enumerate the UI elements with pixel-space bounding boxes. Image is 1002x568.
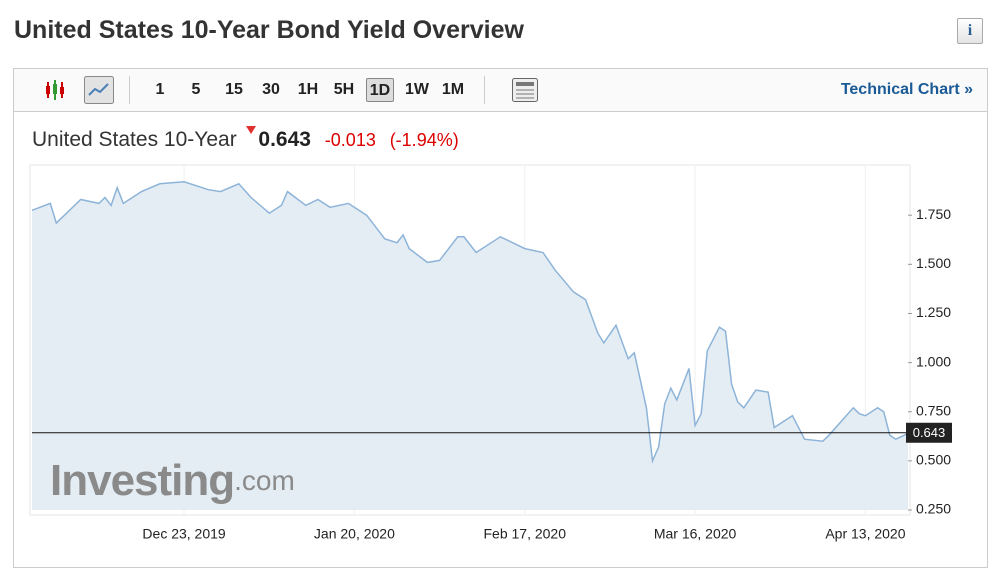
- page-title: United States 10-Year Bond Yield Overvie…: [14, 16, 524, 44]
- price: 0.643: [258, 128, 311, 151]
- change: -0.013: [324, 130, 376, 150]
- separator: [129, 76, 130, 104]
- interval-button[interactable]: 30: [262, 81, 280, 98]
- change-percent: (-1.94%): [389, 130, 459, 150]
- separator: [484, 76, 485, 104]
- candlestick-button[interactable]: [42, 76, 70, 104]
- interval-button[interactable]: 1H: [297, 81, 319, 98]
- line-chart-button[interactable]: [84, 76, 114, 104]
- interval-button[interactable]: 5: [191, 81, 201, 98]
- layout-button[interactable]: [510, 76, 540, 104]
- interval-button[interactable]: 1W: [405, 81, 429, 98]
- technical-chart-link[interactable]: Technical Chart »: [840, 81, 973, 98]
- info-button[interactable]: i: [957, 18, 983, 44]
- interval-button[interactable]: 1M: [441, 81, 465, 98]
- interval-button[interactable]: 5H: [333, 81, 355, 98]
- down-arrow: [245, 126, 256, 134]
- interval-button[interactable]: 15: [225, 81, 243, 98]
- quote: United States 10-Year 0.643 -0.013 (-1.9…: [32, 126, 467, 152]
- toolbar: Technical Chart » 1 5 15 30 1H 5H 1D 1W 1M: [14, 69, 987, 112]
- interval-button[interactable]: 1: [155, 81, 165, 98]
- interval-button[interactable]: 1D: [366, 78, 394, 102]
- instrument-name: United States 10-Year: [32, 128, 237, 151]
